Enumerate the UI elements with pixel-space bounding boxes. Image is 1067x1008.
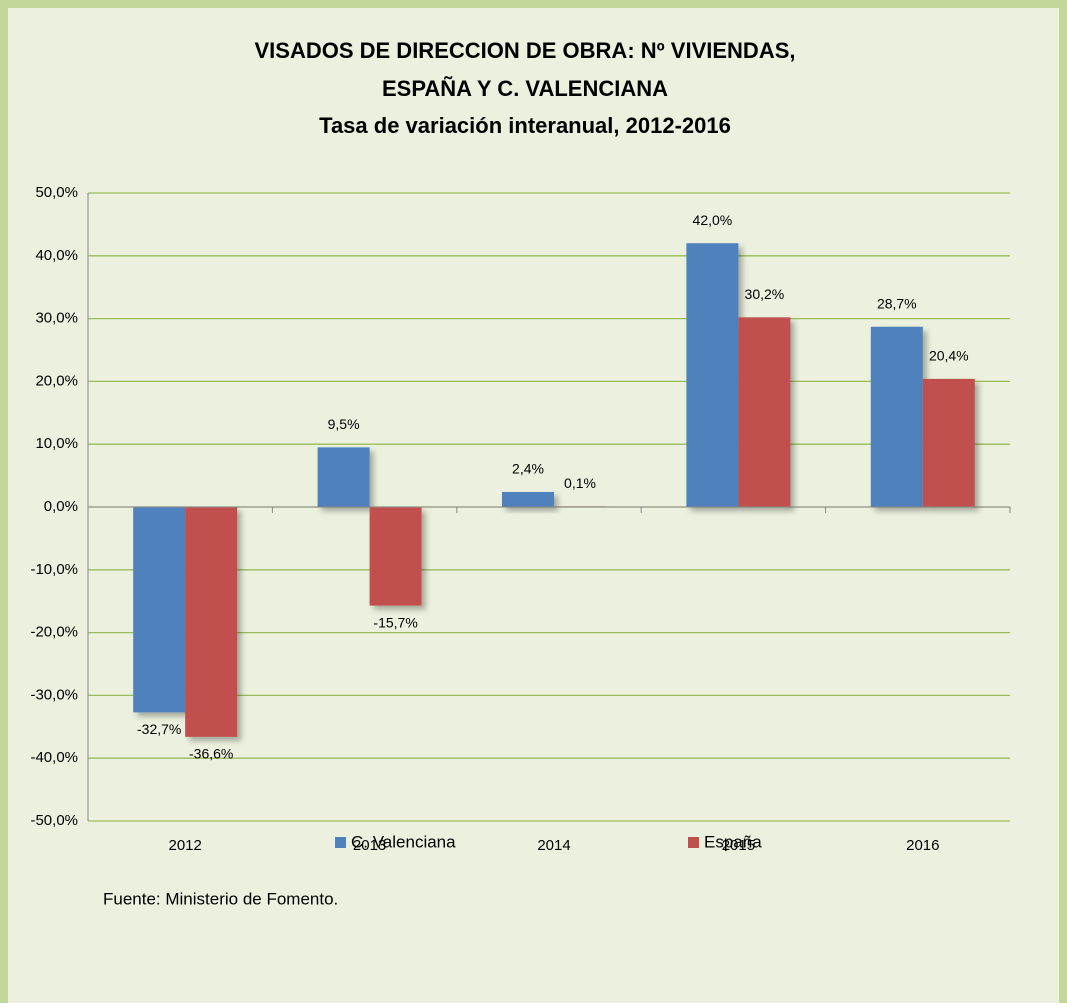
y-tick-label: -20,0% [30,624,78,641]
y-tick-label: -30,0% [30,686,78,703]
value-label: 42,0% [693,212,733,228]
value-label: -32,7% [137,721,181,737]
value-label: 0,1% [564,475,596,491]
value-label: 9,5% [328,416,360,432]
x-tick-label: 2012 [169,837,202,854]
bar [870,326,923,507]
y-tick-label: 0,0% [44,498,78,515]
value-label: 20,4% [929,348,969,364]
y-tick-label: 40,0% [35,247,78,264]
legend-swatch [335,837,346,848]
bar [922,378,975,507]
y-tick-label: 30,0% [35,310,78,327]
bar [686,243,739,508]
x-tick-label: 2016 [906,837,939,854]
bar [185,507,238,737]
bar [317,447,370,507]
value-label: -15,7% [373,614,417,630]
chart-subtitle: Tasa de variación interanual, 2012-2016 [319,113,731,138]
value-label: 2,4% [512,461,544,477]
x-tick-label: 2013 [353,837,386,854]
legend-swatch [688,837,699,848]
y-tick-label: -50,0% [30,812,78,829]
bar [133,507,186,713]
bar [738,317,791,507]
legend-label: C. Valenciana [351,832,456,851]
chart-title: VISADOS DE DIRECCION DE OBRA: Nº VIVIEND… [255,38,796,63]
source: Fuente: Ministerio de Fomento. [103,889,338,908]
bar [369,507,422,606]
y-tick-label: -40,0% [30,749,78,766]
bar [502,491,554,507]
value-label: 28,7% [877,295,917,311]
value-label: 30,2% [745,286,785,302]
x-tick-label: 2015 [722,837,755,854]
y-tick-label: 50,0% [35,184,78,201]
value-label: -36,6% [189,746,233,762]
legend-label: España [704,832,762,851]
y-tick-label: -10,0% [30,561,78,578]
chart-title: ESPAÑA Y C. VALENCIANA [382,76,668,101]
y-tick-label: 10,0% [35,435,78,452]
y-tick-label: 20,0% [35,372,78,389]
x-tick-label: 2014 [537,837,570,854]
